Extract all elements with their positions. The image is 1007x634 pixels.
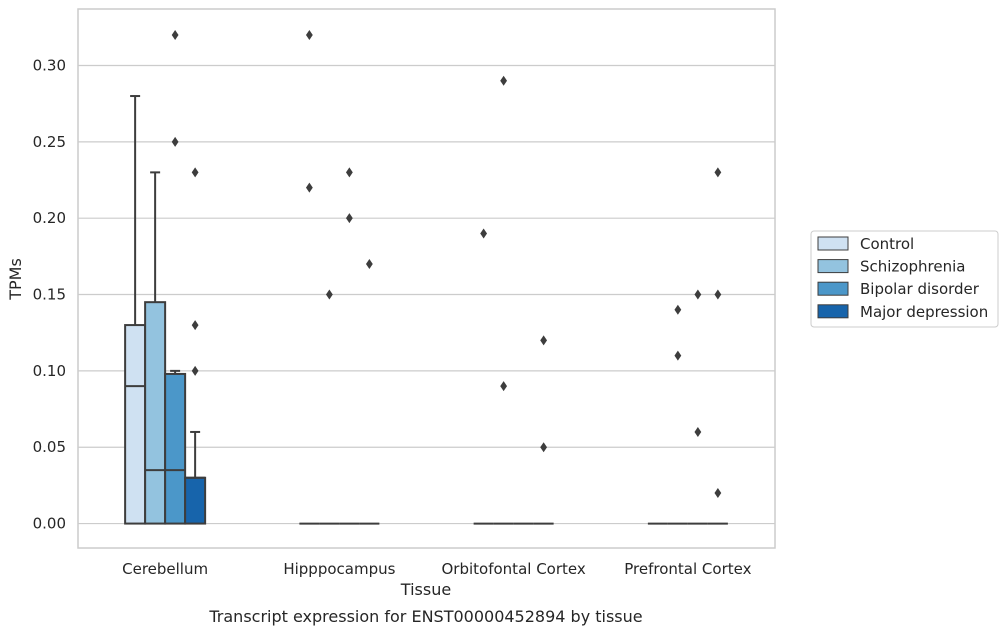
outlier-point (345, 213, 353, 224)
outlier-point (191, 320, 199, 331)
legend: Control Schizophrenia Bipolar disorder Majo… (810, 230, 999, 328)
box (184, 167, 207, 525)
y-tick-label: 0.05 (33, 438, 66, 456)
legend-label: Bipolar disorder (860, 280, 980, 298)
box (319, 289, 340, 525)
box (493, 75, 514, 525)
box (667, 304, 688, 525)
outlier-point (305, 29, 313, 40)
legend-label: Control (860, 235, 914, 253)
box-body (144, 301, 167, 525)
y-tick-label: 0.00 (33, 515, 66, 533)
legend-frame (810, 230, 999, 328)
x-axis-ticks: Cerebellum Hipppocampus Orbitofontal Corte… (122, 560, 751, 578)
legend-swatch (817, 236, 849, 251)
legend-swatch (817, 281, 849, 296)
box (144, 171, 167, 525)
legend-label: Schizophrenia (860, 258, 965, 276)
y-axis-ticks: 0.00 0.05 0.10 0.15 0.20 0.25 0.30 (33, 56, 66, 532)
outlier-point (500, 75, 508, 86)
box (687, 289, 708, 525)
series-schizophrenia (144, 75, 688, 525)
outlier-point (674, 304, 682, 315)
outlier-point (540, 335, 548, 346)
y-tick-label: 0.30 (33, 56, 66, 74)
outlier-point (540, 442, 548, 453)
outlier-point (325, 289, 333, 300)
x-tick-label: Orbitofontal Cortex (442, 560, 586, 578)
outlier-point (694, 426, 702, 437)
x-tick-label: Hipppocampus (283, 560, 395, 578)
box (299, 29, 320, 525)
outlier-point (305, 182, 313, 193)
box-body (184, 476, 207, 525)
legend-swatch (817, 259, 849, 274)
outlier-point (714, 167, 722, 178)
chart-caption: Transcript expression for ENST0000045289… (208, 607, 642, 626)
box (473, 228, 494, 525)
y-tick-label: 0.15 (33, 286, 66, 304)
series-control (124, 29, 668, 525)
series-bipolar-disorder (164, 29, 708, 525)
x-tick-label: Cerebellum (122, 560, 208, 578)
legend-label: Major depression (860, 303, 988, 321)
x-tick-label: Prefrontal Cortex (624, 560, 751, 578)
outlier-point (714, 289, 722, 300)
y-axis-label: TPMs (6, 258, 25, 301)
box (124, 95, 147, 525)
outlier-point (365, 258, 373, 269)
outlier-point (171, 29, 179, 40)
x-axis-label: Tissue (400, 580, 451, 599)
box (533, 335, 554, 525)
legend-swatch (817, 304, 849, 319)
box (359, 258, 380, 525)
box (339, 167, 360, 525)
outlier-point (500, 381, 508, 392)
box-series (124, 29, 728, 525)
plot-frame (77, 8, 776, 549)
outlier-point (345, 167, 353, 178)
box (707, 167, 728, 525)
outlier-point (191, 365, 199, 376)
outlier-point (191, 167, 199, 178)
outlier-point (694, 289, 702, 300)
outlier-point (714, 488, 722, 499)
box-body (164, 372, 187, 525)
y-tick-label: 0.25 (33, 133, 66, 151)
outlier-point (674, 350, 682, 361)
box-body (124, 324, 147, 525)
outlier-point (480, 228, 488, 239)
y-tick-label: 0.10 (33, 362, 66, 380)
outlier-point (171, 136, 179, 147)
box (164, 29, 187, 525)
series-major-depression (184, 167, 728, 525)
y-tick-label: 0.20 (33, 209, 66, 227)
